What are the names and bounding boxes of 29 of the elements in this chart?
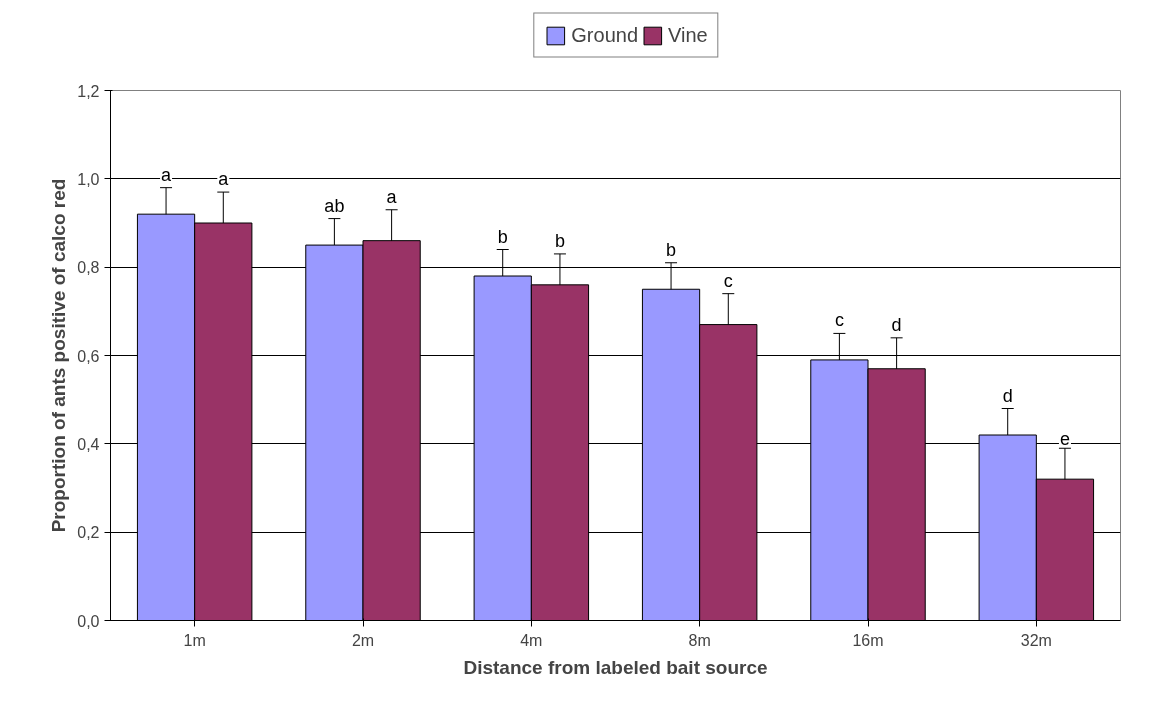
data-label: a (218, 169, 230, 190)
data-label: c (834, 310, 844, 331)
data-label: d (1002, 385, 1013, 406)
legend-label: Vine (668, 23, 708, 47)
y-tick-label: 1,0 (77, 170, 100, 188)
data-label: a (161, 164, 173, 185)
x-tick-label: 16m (852, 631, 884, 649)
x-axis-title: Distance from labeled bait source (463, 656, 768, 678)
data-label: e (1059, 429, 1070, 450)
data-label: c (723, 270, 733, 291)
x-tick-label: 8m (688, 631, 711, 649)
y-tick-label: 0,4 (77, 435, 100, 453)
data-label: ab (324, 195, 345, 216)
y-tick-label: 1,2 (77, 82, 100, 100)
y-axis-title: Proportion of ants positive of calco red (48, 178, 70, 533)
data-label: b (666, 239, 677, 260)
data-label: a (386, 186, 398, 207)
legend-label: Ground (571, 23, 639, 47)
data-label: b (554, 230, 565, 251)
data-label: b (497, 226, 508, 247)
y-tick-label: 0,6 (77, 347, 100, 365)
x-tick-label: 1m (183, 631, 206, 649)
y-tick-label: 0,8 (77, 259, 100, 277)
x-tick-label: 32m (1020, 631, 1052, 649)
x-tick-label: 2m (351, 631, 375, 649)
data-label: d (891, 314, 902, 335)
y-tick-label: 0,2 (77, 524, 100, 542)
y-tick-label: 0,0 (77, 612, 100, 630)
x-tick-label: 4m (520, 631, 543, 649)
